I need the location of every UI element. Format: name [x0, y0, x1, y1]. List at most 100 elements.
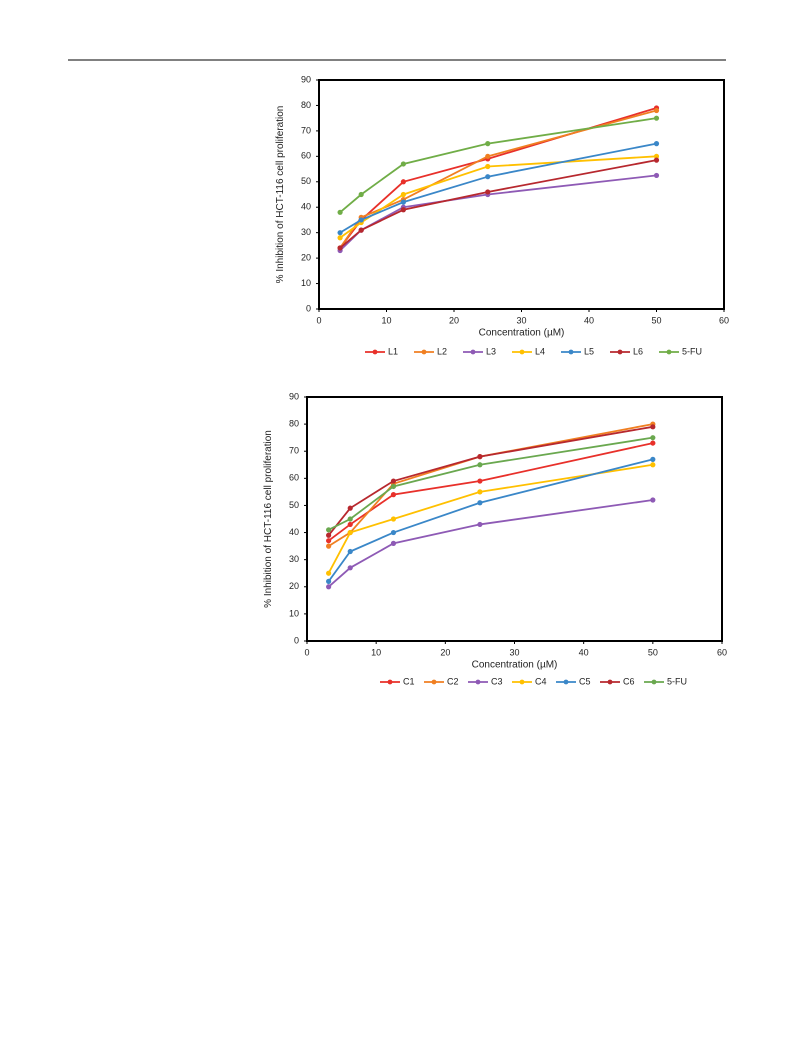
x-tick-label: 20 [449, 315, 459, 325]
legend-marker [568, 349, 574, 355]
y-tick-label: 80 [301, 100, 311, 110]
legend-marker [563, 679, 569, 685]
series-line [339, 142, 657, 234]
data-point [337, 230, 343, 236]
legend-marker [372, 349, 378, 355]
legend-marker [519, 349, 525, 355]
data-point [358, 217, 364, 223]
data-point [347, 548, 353, 555]
data-point [390, 478, 397, 484]
data-point [477, 478, 483, 484]
y-tick-label: 80 [289, 418, 299, 428]
legend-marker [666, 349, 672, 355]
legend-label: C4 [535, 676, 547, 686]
legend-marker [519, 679, 525, 685]
data-point [653, 115, 660, 121]
plot-frame [318, 79, 725, 310]
legend-label: 5-FU [682, 346, 702, 356]
legend-label: C5 [579, 676, 591, 686]
data-point [650, 440, 656, 446]
y-axis-title-box: % Inhibition of HCT-116 cell proliferati… [275, 105, 286, 284]
data-point [337, 209, 343, 215]
legend-marker [607, 679, 613, 685]
data-point [650, 456, 656, 462]
y-axis-title-box: % Inhibition of HCT-116 cell proliferati… [263, 430, 274, 608]
y-tick-label: 30 [301, 227, 311, 237]
data-point [485, 189, 491, 195]
data-point [337, 245, 343, 251]
legend-label: L4 [535, 346, 545, 356]
y-axis-title: % Inhibition of HCT-116 cell proliferati… [263, 430, 274, 608]
legend-label: C6 [623, 676, 635, 686]
x-tick-label: 0 [316, 315, 321, 325]
y-tick-label: 10 [301, 278, 311, 288]
data-point [390, 540, 397, 547]
y-tick-label: 20 [301, 252, 311, 262]
legend-marker [387, 679, 393, 685]
y-tick-label: 0 [306, 303, 311, 313]
y-tick-label: 70 [301, 125, 311, 135]
x-tick-label: 50 [648, 647, 658, 657]
data-point [326, 584, 332, 590]
data-point [326, 578, 332, 584]
x-tick-label: 30 [509, 647, 519, 657]
legend-label: C3 [491, 676, 503, 686]
x-tick-label: 50 [651, 315, 661, 325]
y-tick-label: 50 [301, 176, 311, 186]
data-point [390, 516, 397, 522]
y-tick-label: 40 [289, 527, 299, 537]
data-point [485, 153, 491, 159]
y-tick-label: 60 [301, 151, 311, 161]
data-point [347, 521, 353, 528]
series-line [327, 463, 653, 574]
data-point [390, 529, 397, 536]
x-tick-label: 60 [717, 647, 727, 657]
data-point [347, 516, 353, 522]
x-tick-label: 30 [516, 315, 526, 325]
x-tick-label: 10 [371, 647, 381, 657]
data-point [650, 462, 656, 468]
series-line [327, 425, 653, 536]
data-point [400, 199, 406, 205]
x-tick-label: 60 [719, 315, 729, 325]
legend-marker [431, 679, 437, 685]
data-point [485, 163, 491, 170]
data-point [650, 435, 656, 441]
y-tick-label: 50 [289, 500, 299, 510]
y-tick-label: 90 [289, 391, 299, 401]
data-point [653, 107, 660, 114]
x-tick-label: 40 [579, 647, 589, 657]
legend-label: C1 [403, 676, 415, 686]
x-axis-title: Concentration (µM) [479, 328, 565, 339]
x-tick-label: 20 [440, 647, 450, 657]
data-point [653, 141, 660, 147]
y-tick-label: 70 [289, 446, 299, 456]
data-point [390, 492, 397, 498]
data-point [650, 424, 656, 430]
legend-label: L3 [486, 346, 496, 356]
data-point [347, 529, 353, 536]
data-point [347, 565, 353, 571]
data-point [390, 483, 397, 490]
data-point [653, 157, 660, 163]
data-point [326, 538, 332, 544]
x-tick-label: 40 [584, 315, 594, 325]
series-line [327, 458, 654, 582]
y-axis-title: % Inhibition of HCT-116 cell proliferati… [275, 105, 286, 284]
series-line [328, 423, 653, 547]
legend-marker [617, 349, 623, 355]
plot-frame [306, 396, 723, 642]
x-tick-label: 0 [304, 647, 309, 657]
data-point [477, 489, 483, 495]
legend-marker [651, 679, 657, 685]
data-point [477, 462, 483, 468]
series-line [339, 109, 657, 249]
data-point [400, 161, 406, 167]
x-tick-label: 10 [381, 315, 391, 325]
data-point [326, 543, 332, 549]
y-tick-label: 60 [289, 473, 299, 483]
data-point [650, 497, 656, 503]
y-tick-label: 0 [294, 635, 299, 645]
y-tick-label: 30 [289, 554, 299, 564]
